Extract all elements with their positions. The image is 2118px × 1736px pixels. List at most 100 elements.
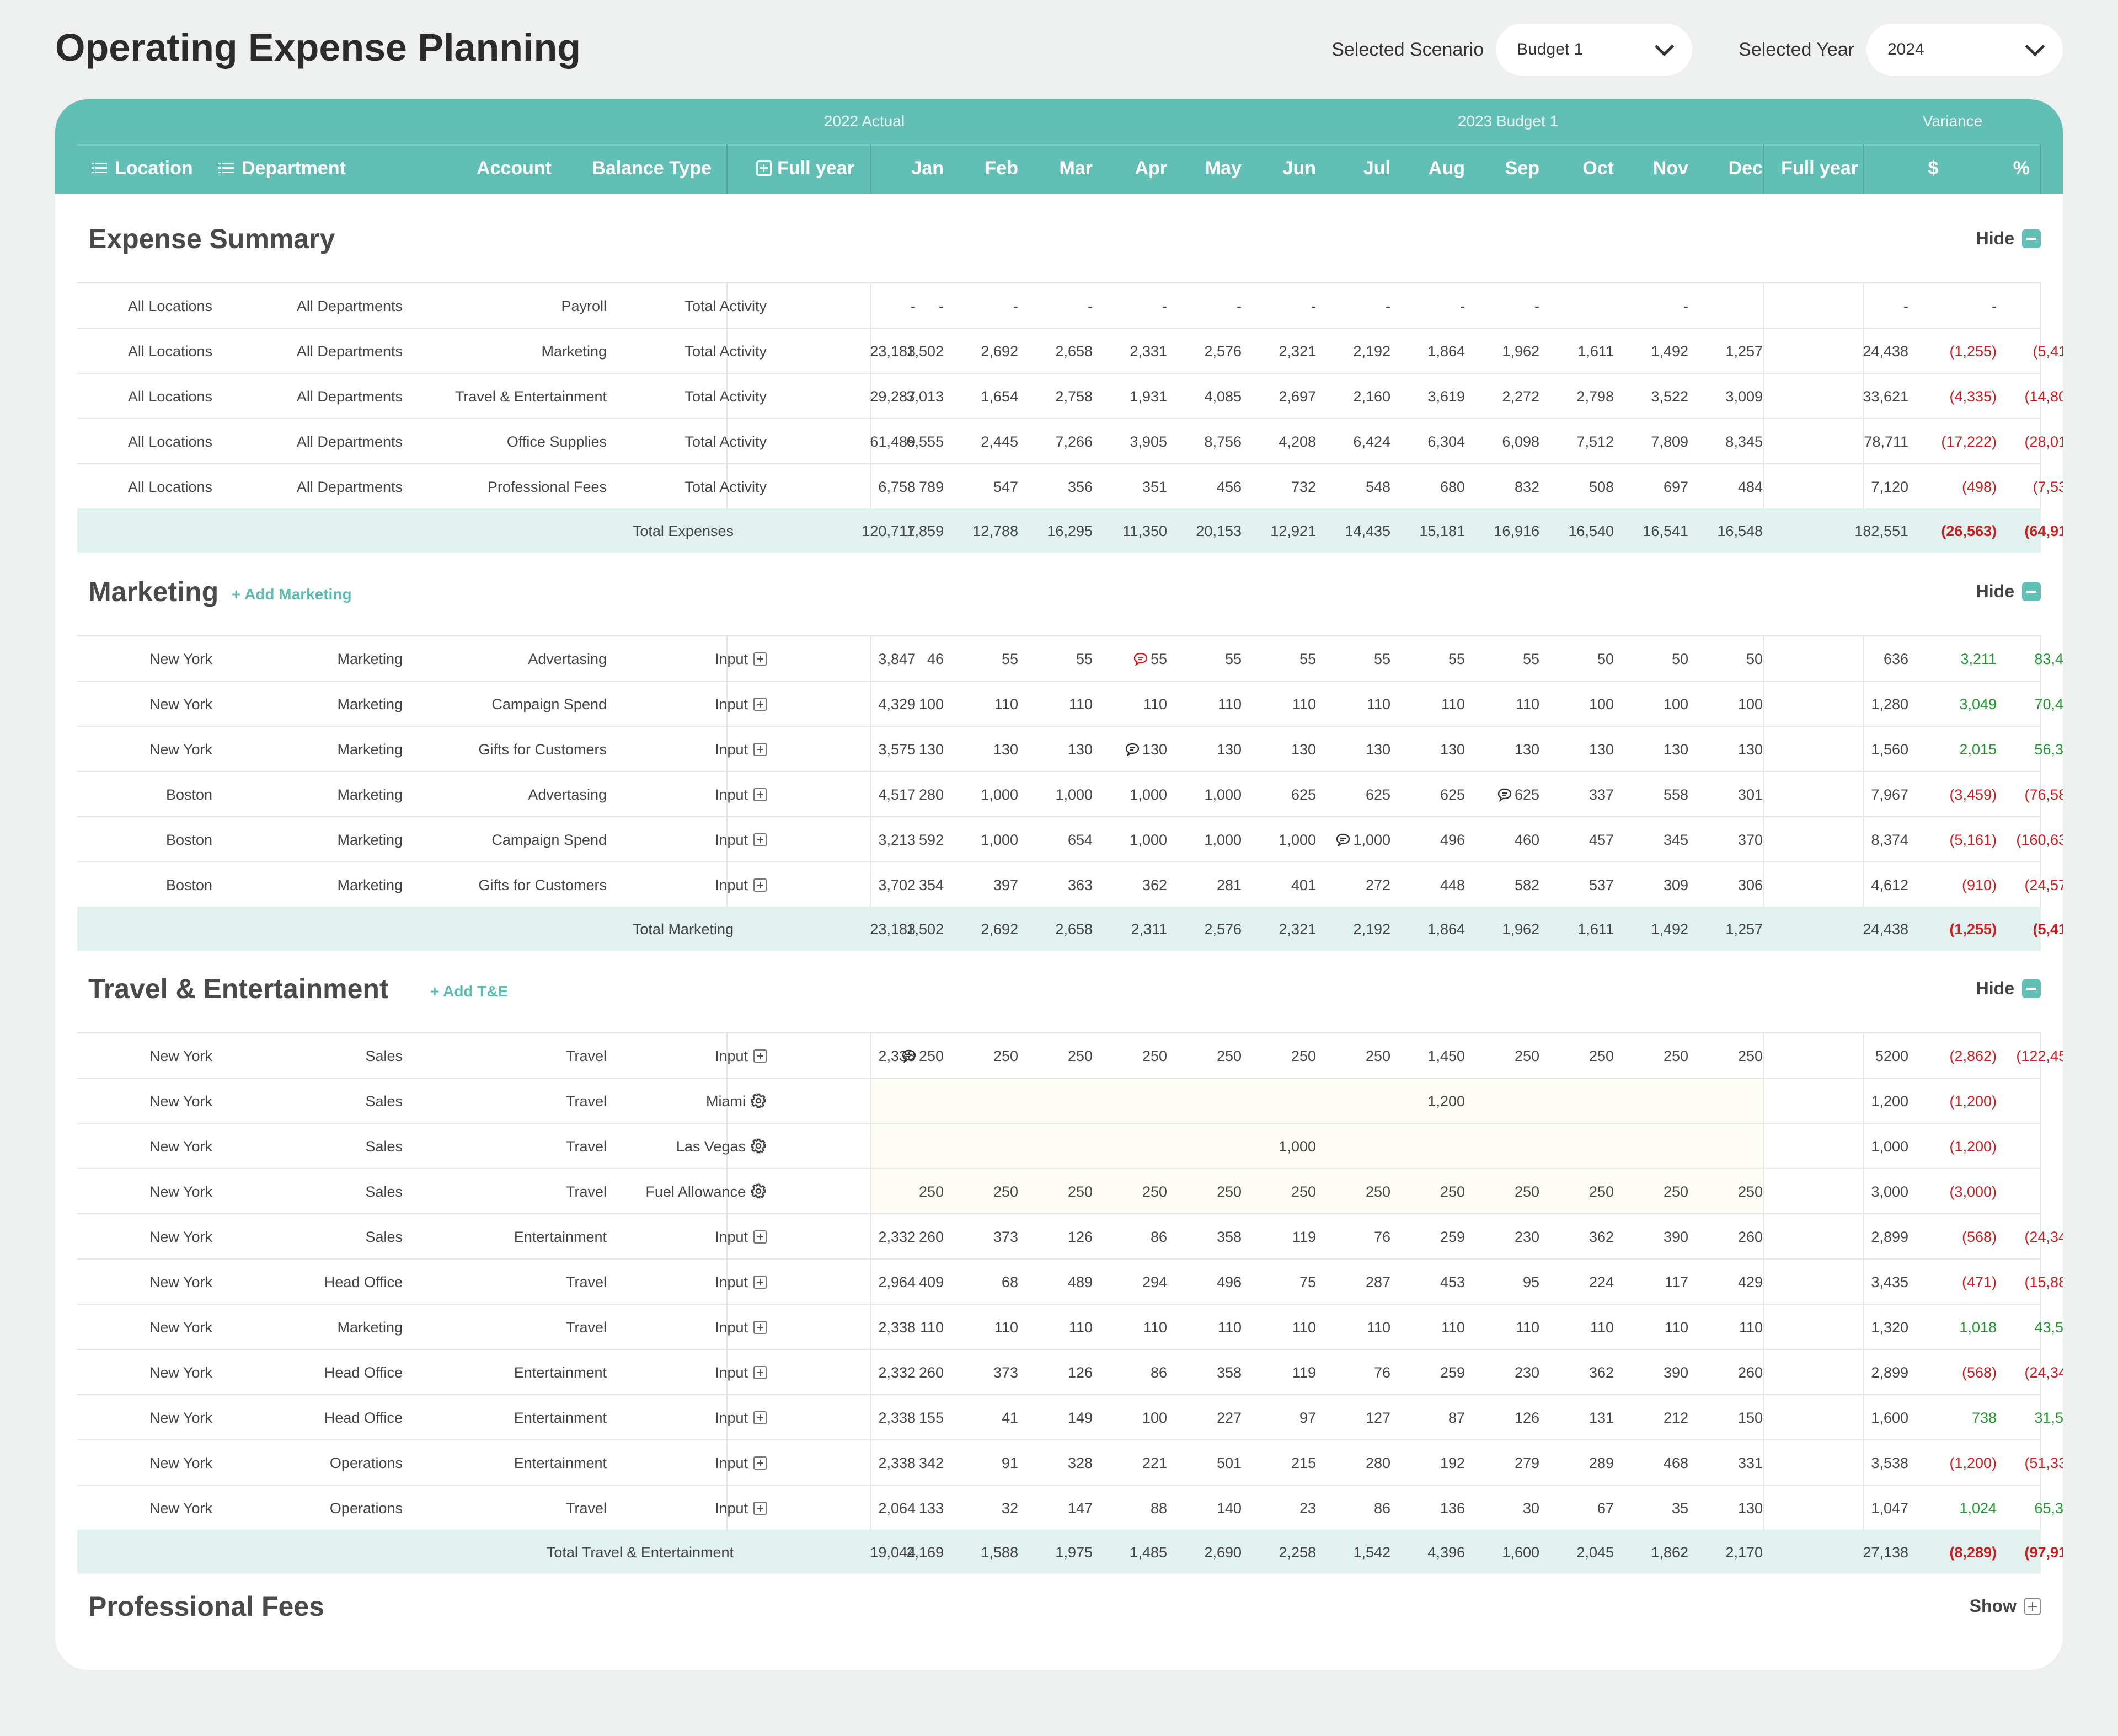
month-cell[interactable]: 4,208 xyxy=(1279,433,1316,451)
month-cell[interactable]: 654 xyxy=(1068,832,1093,849)
month-cell[interactable]: 625 xyxy=(1440,786,1465,803)
month-cell[interactable]: 625 xyxy=(1291,786,1316,803)
month-cell[interactable]: 130 xyxy=(1217,741,1242,758)
month-cell[interactable]: 4,085 xyxy=(1204,388,1242,405)
month-cell[interactable]: 55 xyxy=(1523,651,1539,668)
month-cell[interactable]: 2,321 xyxy=(1279,343,1316,360)
month-cell[interactable]: 250 xyxy=(1515,1183,1539,1201)
month-cell[interactable]: 250 xyxy=(1738,1183,1763,1201)
month-cell[interactable]: 370 xyxy=(1738,832,1763,849)
month-cell[interactable]: 87 xyxy=(1448,1410,1465,1427)
month-cell[interactable]: 110 xyxy=(920,1319,944,1336)
month-cell[interactable]: - xyxy=(1460,298,1465,315)
month-cell[interactable]: 110 xyxy=(1590,1319,1614,1336)
month-cell[interactable]: 75 xyxy=(1299,1274,1316,1291)
table-row[interactable]: All Locations All Departments Office Suppl… xyxy=(77,418,2063,463)
month-cell[interactable]: 460 xyxy=(1515,832,1539,849)
month-cell[interactable]: 362 xyxy=(1589,1364,1614,1381)
month-cell[interactable]: 117 xyxy=(1665,1274,1688,1291)
table-row[interactable]: New York Marketing Gifts for Customers Inpu… xyxy=(77,726,2063,771)
month-cell[interactable]: 6,304 xyxy=(1427,433,1465,451)
month-cell[interactable]: 279 xyxy=(1515,1455,1539,1472)
month-cell[interactable]: 260 xyxy=(919,1229,944,1246)
month-cell[interactable]: 1,492 xyxy=(1651,343,1688,360)
month-cell[interactable]: 453 xyxy=(1440,1274,1465,1291)
plus-square-icon[interactable] xyxy=(753,1411,767,1424)
month-cell[interactable]: 250 xyxy=(1366,1183,1390,1201)
month-cell[interactable]: 131 xyxy=(1589,1410,1614,1427)
month-cell[interactable]: 130 xyxy=(1589,741,1614,758)
month-cell[interactable]: 1,257 xyxy=(1725,343,1763,360)
month-cell[interactable]: 130 xyxy=(1664,741,1688,758)
month-cell[interactable]: - xyxy=(1386,298,1390,315)
month-cell[interactable]: 230 xyxy=(1515,1229,1539,1246)
month-cell[interactable]: 2,160 xyxy=(1353,388,1390,405)
month-cell[interactable]: 110 xyxy=(1218,1319,1242,1336)
month-cell[interactable]: 1,502 xyxy=(906,343,944,360)
month-cell[interactable]: 363 xyxy=(1068,877,1093,894)
month-cell[interactable]: 250 xyxy=(1217,1183,1242,1201)
table-row[interactable]: New York Head Office Travel Input 2,964 409 68… xyxy=(77,1258,2063,1304)
month-cell[interactable]: - xyxy=(1683,298,1688,315)
month-cell[interactable]: 558 xyxy=(1664,786,1688,803)
month-cell[interactable]: 468 xyxy=(1664,1455,1688,1472)
month-cell[interactable]: 331 xyxy=(1738,1455,1763,1472)
add-line-button[interactable]: + Add Marketing xyxy=(232,586,352,603)
month-cell[interactable]: 2,576 xyxy=(1204,343,1242,360)
month-cell[interactable]: 397 xyxy=(993,877,1018,894)
month-cell[interactable]: 1,000 xyxy=(981,832,1018,849)
month-cell[interactable]: 328 xyxy=(1068,1455,1093,1472)
month-cell[interactable]: 110 xyxy=(1739,1319,1763,1336)
month-cell[interactable]: 88 xyxy=(1151,1500,1167,1517)
month-cell[interactable]: 2,272 xyxy=(1502,388,1539,405)
month-cell[interactable]: 2,692 xyxy=(981,343,1018,360)
month-cell[interactable]: 1,000 xyxy=(1204,786,1242,803)
month-cell[interactable]: 8,345 xyxy=(1725,433,1763,451)
month-cell[interactable]: 250 xyxy=(1664,1048,1688,1065)
month-cell[interactable]: 250 xyxy=(1142,1048,1167,1065)
month-cell[interactable]: 537 xyxy=(1589,877,1614,894)
month-cell[interactable]: 86 xyxy=(1374,1500,1390,1517)
month-cell[interactable]: 86 xyxy=(1151,1229,1167,1246)
month-cell[interactable]: 130 xyxy=(1738,741,1763,758)
month-cell[interactable]: 6,098 xyxy=(1502,433,1539,451)
month-cell[interactable]: 2,798 xyxy=(1576,388,1614,405)
plus-square-icon[interactable] xyxy=(753,1049,767,1063)
month-cell[interactable]: 409 xyxy=(919,1274,944,1291)
month-cell[interactable]: 212 xyxy=(1664,1410,1688,1427)
month-cell[interactable]: 110 xyxy=(1367,1319,1390,1336)
month-cell[interactable]: - xyxy=(1311,298,1316,315)
month-cell[interactable]: 3,009 xyxy=(1725,388,1763,405)
month-cell[interactable]: 2,192 xyxy=(1353,343,1390,360)
month-cell[interactable]: 260 xyxy=(1738,1229,1763,1246)
month-cell[interactable]: 110 xyxy=(1069,1319,1093,1336)
month-cell[interactable]: 448 xyxy=(1440,877,1465,894)
month-cell[interactable]: 6,424 xyxy=(1353,433,1390,451)
month-cell[interactable]: 582 xyxy=(1515,877,1539,894)
plus-square-icon[interactable] xyxy=(753,1501,767,1515)
month-cell[interactable]: 289 xyxy=(1589,1455,1614,1472)
month-cell[interactable]: 250 xyxy=(1589,1183,1614,1201)
month-cell[interactable]: 401 xyxy=(1291,877,1316,894)
month-cell[interactable]: 260 xyxy=(919,1364,944,1381)
month-cell[interactable]: 119 xyxy=(1292,1229,1316,1246)
month-cell[interactable]: 2,331 xyxy=(1130,343,1167,360)
month-cell[interactable]: 230 xyxy=(1515,1364,1539,1381)
column-department[interactable]: Department xyxy=(218,158,346,179)
month-cell[interactable]: 354 xyxy=(919,877,944,894)
month-cell[interactable]: 250 xyxy=(993,1048,1018,1065)
column-location[interactable]: Location xyxy=(92,158,193,179)
plus-square-icon[interactable] xyxy=(753,1320,767,1334)
month-cell[interactable]: 35 xyxy=(1672,1500,1688,1517)
month-cell[interactable]: 680 xyxy=(1440,479,1465,496)
month-cell[interactable]: - xyxy=(1162,298,1167,315)
table-row[interactable]: All Locations All Departments Payroll Total… xyxy=(77,282,2041,328)
month-cell[interactable]: 429 xyxy=(1738,1274,1763,1291)
month-cell[interactable]: 259 xyxy=(1440,1364,1465,1381)
month-cell[interactable]: 250 xyxy=(919,1183,944,1201)
month-cell[interactable]: 76 xyxy=(1374,1229,1390,1246)
month-cell[interactable]: 7,809 xyxy=(1651,433,1688,451)
table-row[interactable]: New York Sales Travel Input 2,338 250 250 250 25… xyxy=(77,1032,2063,1078)
month-cell[interactable]: 496 xyxy=(1217,1274,1242,1291)
month-cell[interactable]: 86 xyxy=(1151,1364,1167,1381)
